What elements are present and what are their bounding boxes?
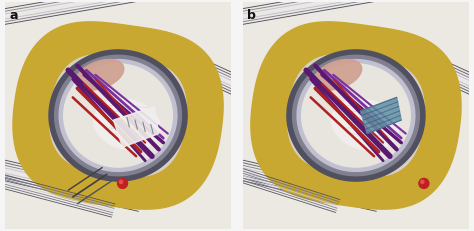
Polygon shape — [49, 50, 187, 181]
Circle shape — [421, 180, 424, 183]
Polygon shape — [50, 55, 186, 176]
Polygon shape — [273, 42, 439, 189]
Polygon shape — [288, 51, 424, 180]
Polygon shape — [20, 28, 216, 203]
Circle shape — [419, 178, 429, 188]
Text: a: a — [9, 9, 18, 22]
Polygon shape — [59, 60, 177, 171]
Polygon shape — [55, 55, 182, 176]
Polygon shape — [297, 59, 415, 172]
Polygon shape — [50, 51, 186, 180]
Polygon shape — [27, 35, 209, 196]
Ellipse shape — [76, 59, 124, 90]
Polygon shape — [265, 35, 447, 196]
Circle shape — [118, 178, 128, 188]
Polygon shape — [292, 55, 419, 176]
Circle shape — [119, 180, 123, 183]
Polygon shape — [13, 22, 223, 209]
Polygon shape — [297, 60, 415, 171]
Ellipse shape — [94, 99, 161, 150]
Polygon shape — [42, 48, 194, 183]
Polygon shape — [288, 55, 424, 176]
Polygon shape — [251, 22, 461, 209]
Polygon shape — [288, 55, 424, 176]
Polygon shape — [361, 97, 401, 134]
Polygon shape — [113, 106, 159, 147]
Polygon shape — [301, 64, 410, 167]
Text: b: b — [247, 9, 256, 22]
Polygon shape — [258, 28, 454, 203]
Polygon shape — [35, 42, 201, 189]
Polygon shape — [280, 48, 432, 183]
Ellipse shape — [314, 59, 362, 90]
Polygon shape — [59, 59, 177, 172]
Polygon shape — [64, 64, 173, 167]
Polygon shape — [50, 55, 186, 176]
Ellipse shape — [332, 99, 399, 150]
Polygon shape — [287, 50, 425, 181]
